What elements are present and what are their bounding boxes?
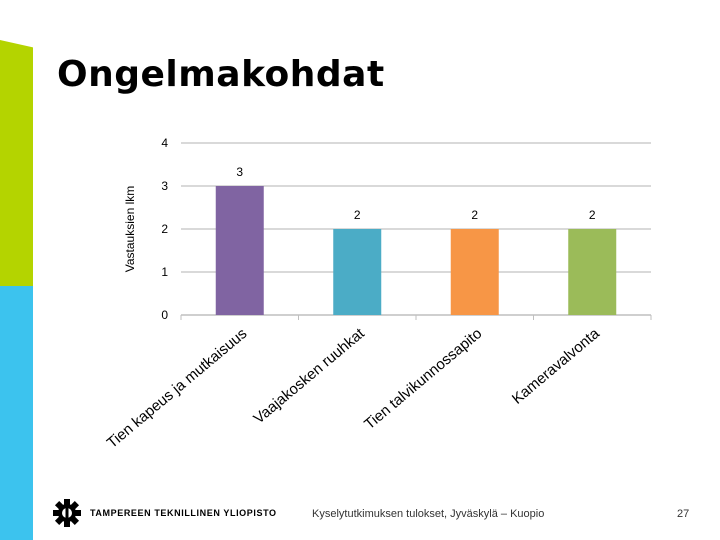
y-tick-label: 0 xyxy=(161,308,168,322)
y-tick-label: 4 xyxy=(161,136,168,150)
y-tick-label: 2 xyxy=(161,222,168,236)
data-label: 2 xyxy=(354,208,361,222)
x-tick-label: Tien kapeus ja mutkaisuus xyxy=(104,325,251,452)
data-labels: 3 2 2 2 xyxy=(236,165,596,222)
page-number: 27 xyxy=(677,508,690,520)
x-tick-label: Kameravalvonta xyxy=(509,325,603,408)
data-label: 2 xyxy=(471,208,478,222)
university-logo: TAMPEREEN TEKNILLINEN YLIOPISTO xyxy=(52,498,277,528)
footer-text: Kyselytutkimuksen tulokset, Jyväskylä – … xyxy=(312,508,545,520)
gear-icon xyxy=(53,499,81,527)
data-label: 3 xyxy=(236,165,243,179)
bar xyxy=(215,186,264,315)
x-tick-labels: Tien kapeus ja mutkaisuus Vaajakosken ruu… xyxy=(104,325,604,452)
data-label: 2 xyxy=(589,208,596,222)
logo-text: TAMPEREEN TEKNILLINEN YLIOPISTO xyxy=(90,508,277,518)
y-tick-labels: 0 1 2 3 4 xyxy=(161,136,168,322)
accent-bar-blue xyxy=(0,286,33,540)
y-tick-label: 3 xyxy=(161,179,168,193)
y-axis-label: Vastauksien lkm xyxy=(123,186,137,272)
bars xyxy=(215,186,617,315)
slide-title: Ongelmakohdat xyxy=(57,54,385,95)
accent-bar-green xyxy=(0,40,33,286)
bar xyxy=(568,229,617,315)
bar xyxy=(333,229,382,315)
bar xyxy=(450,229,499,315)
x-tick-label: Tien talvikunnossapito xyxy=(361,325,485,433)
x-tick-label: Vaajakosken ruuhkat xyxy=(250,325,368,428)
y-tick-label: 1 xyxy=(161,265,168,279)
